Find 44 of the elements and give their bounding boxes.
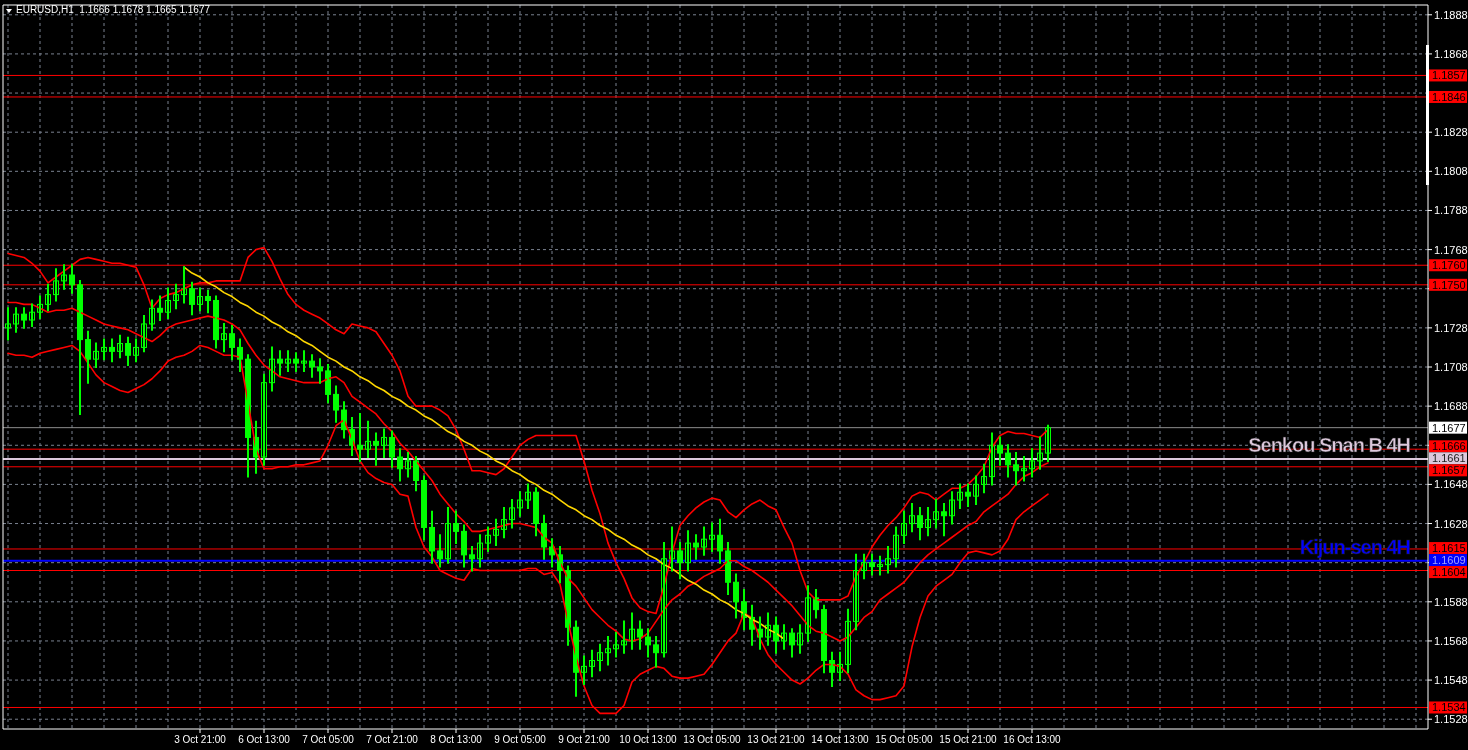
y-tick-label: 1.1888 — [1434, 8, 1468, 21]
x-tick-label: 13 Oct 05:00 — [683, 734, 742, 745]
text: 1.1657 — [1432, 464, 1466, 477]
y-tick-label: 1.1688 — [1434, 400, 1468, 413]
text: 1.1615 — [1432, 542, 1466, 555]
x-tick-label: 3 Oct 21:00 — [174, 734, 227, 745]
y-tick-label: 1.1768 — [1434, 243, 1468, 256]
text: 1.1846 — [1432, 90, 1466, 103]
x-tick-label: 16 Oct 13:00 — [1003, 734, 1062, 745]
chart-title: EURUSD,H1 1.1666 1.1678 1.1665 1.1677 — [16, 4, 211, 15]
text: 1.1677 — [1432, 421, 1466, 434]
text: 1.1857 — [1432, 69, 1466, 82]
line-series — [183, 266, 785, 640]
text: 1.1609 — [1432, 554, 1466, 567]
x-tick-label: 8 Oct 13:00 — [430, 734, 483, 745]
text: 1.1760 — [1432, 259, 1466, 272]
y-tick-label: 1.1868 — [1434, 47, 1468, 60]
x-tick-label: 14 Oct 13:00 — [811, 734, 870, 745]
text: 1.1661 — [1432, 452, 1466, 465]
y-tick-label: 1.1648 — [1434, 478, 1468, 491]
x-tick-label: 9 Oct 05:00 — [494, 734, 547, 745]
x-tick-label: 15 Oct 21:00 — [939, 734, 998, 745]
text: 1.1604 — [1432, 566, 1466, 579]
y-tick-label: 1.1828 — [1434, 126, 1468, 139]
x-tick-label: 10 Oct 13:00 — [619, 734, 678, 745]
y-tick-label: 1.1628 — [1434, 517, 1468, 530]
y-tick-label: 1.1728 — [1434, 321, 1468, 334]
y-tick-label: 1.1588 — [1434, 595, 1468, 608]
x-tick-label: 6 Oct 13:00 — [238, 734, 291, 745]
y-tick-label: 1.1528 — [1434, 713, 1468, 726]
text: 1.1534 — [1432, 701, 1466, 714]
y-tick-label: 1.1548 — [1434, 674, 1468, 687]
y-tick-label: 1.1808 — [1434, 165, 1468, 178]
x-tick-label: 9 Oct 21:00 — [558, 734, 611, 745]
y-tick-label: 1.1568 — [1434, 634, 1468, 647]
text: 1.1750 — [1432, 278, 1466, 291]
y-tick-label: 1.1708 — [1434, 361, 1468, 373]
candlestick — [301, 350, 307, 372]
y-tick-label: 1.1788 — [1434, 204, 1468, 217]
x-tick-label: 7 Oct 21:00 — [366, 734, 419, 745]
x-tick-label: 7 Oct 05:00 — [302, 734, 355, 745]
x-tick-label: 15 Oct 05:00 — [875, 734, 934, 745]
x-tick-label: 13 Oct 21:00 — [747, 734, 806, 745]
text: 1.1666 — [1432, 440, 1466, 453]
